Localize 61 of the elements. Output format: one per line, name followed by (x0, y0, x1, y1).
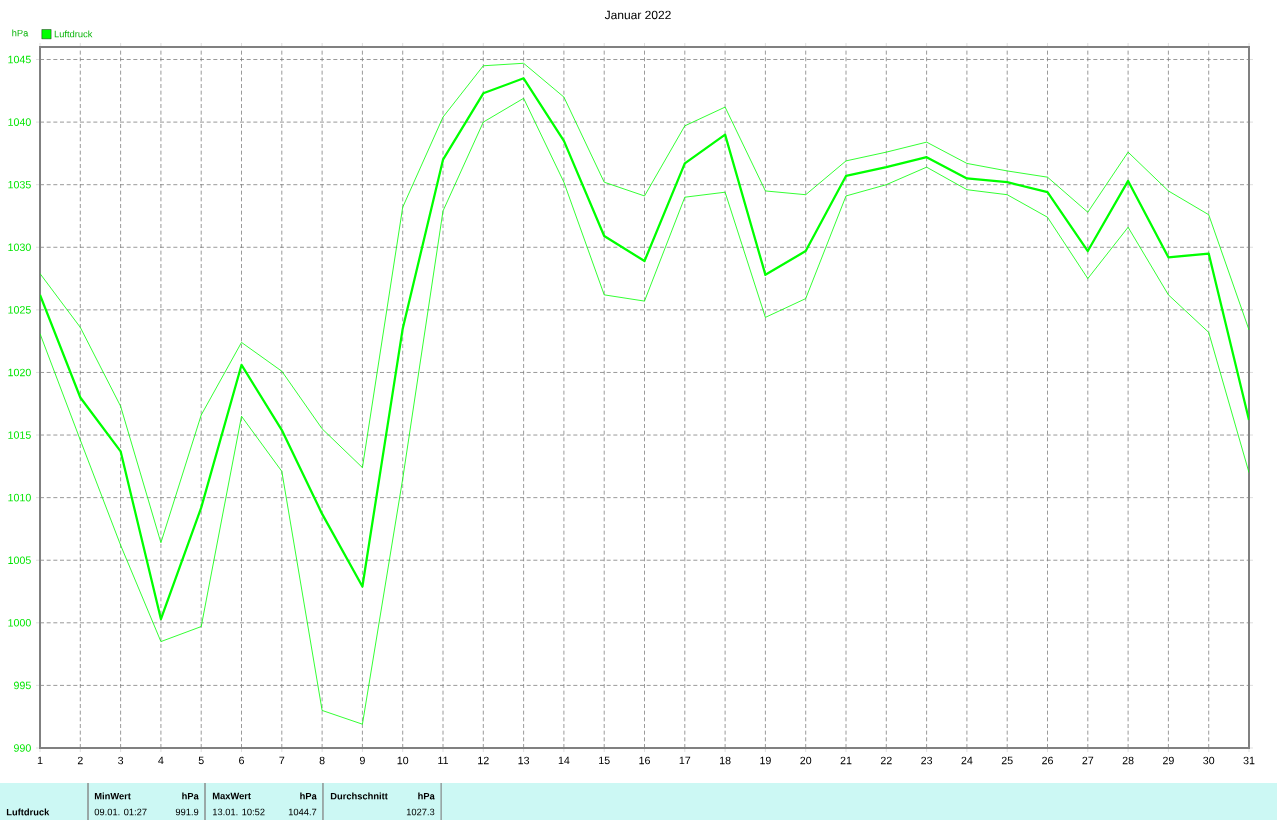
x-tick-label: 28 (1122, 756, 1134, 765)
x-tick-label: 22 (880, 756, 892, 765)
y-tick-label: 1045 (8, 55, 31, 64)
text: 1044.7 (288, 808, 317, 816)
x-tick-label: 30 (1203, 756, 1215, 765)
text: hPa (182, 792, 199, 800)
y-tick-label: 995 (14, 681, 31, 690)
y-tick-label: 1015 (8, 431, 31, 439)
text: Durchschnitt (330, 792, 388, 800)
y-tick-label: 1035 (8, 180, 31, 189)
x-tick-label: 12 (478, 756, 489, 765)
chart-title: Januar 2022 (604, 10, 671, 20)
x-tick-label: 31 (1243, 756, 1255, 765)
y-tick-label: 1000 (8, 619, 31, 627)
line-series (40, 62, 1249, 544)
y-tick-label: 1025 (8, 306, 31, 314)
x-tick-label: 3 (118, 756, 124, 765)
x-tick-label: 27 (1082, 756, 1094, 765)
x-tick-label: 14 (558, 756, 570, 765)
text: 09.01. 01:27 (94, 808, 147, 816)
x-tick-label: 5 (198, 756, 204, 765)
text: 13.01. 10:52 (212, 808, 265, 816)
text: Luftdruck (6, 808, 50, 816)
x-tick-label: 20 (800, 756, 812, 765)
x-tick-label: 16 (639, 756, 650, 765)
x-tick-label: 24 (961, 756, 973, 765)
y-tick-label: 1040 (8, 118, 31, 126)
x-tick-label: 21 (840, 756, 852, 765)
y-tick-label: 1020 (8, 368, 31, 377)
x-tick-label: 10 (397, 756, 409, 765)
text: MaxWert (212, 792, 251, 800)
x-tick-label: 23 (921, 756, 933, 765)
x-tick-label: 6 (239, 756, 244, 765)
x-tick-label: 11 (438, 756, 449, 765)
text: 991.9 (175, 808, 199, 816)
x-tick-label: 29 (1163, 756, 1174, 765)
x-tick-label: 7 (279, 756, 285, 765)
y-tick-label: 1010 (8, 493, 31, 502)
text: MinWert (94, 792, 131, 800)
x-tick-label: 4 (158, 756, 164, 765)
y-tick-label: 1030 (8, 243, 31, 252)
x-tick-label: 18 (719, 756, 731, 765)
x-tick-label: 1 (37, 756, 43, 765)
x-tick-label: 25 (1001, 756, 1013, 765)
x-tick-label: 26 (1042, 756, 1053, 765)
x-tick-label: 15 (599, 756, 610, 765)
legend-label: Luftdruck (54, 30, 93, 38)
x-tick-label: 9 (359, 756, 365, 765)
x-tick-label: 8 (319, 756, 325, 765)
line-series (40, 77, 1249, 621)
y-axis-title: hPa (12, 29, 29, 37)
x-tick-label: 17 (679, 756, 691, 765)
x-tick-label: 2 (77, 756, 83, 765)
text: hPa (300, 792, 317, 800)
x-tick-label: 13 (518, 756, 530, 765)
x-tick-label: 19 (760, 756, 771, 765)
y-tick-label: 1005 (8, 556, 31, 564)
text: 1027.3 (406, 808, 435, 816)
text: hPa (418, 792, 435, 800)
line-series (40, 97, 1249, 725)
y-tick-label: 990 (14, 744, 31, 752)
